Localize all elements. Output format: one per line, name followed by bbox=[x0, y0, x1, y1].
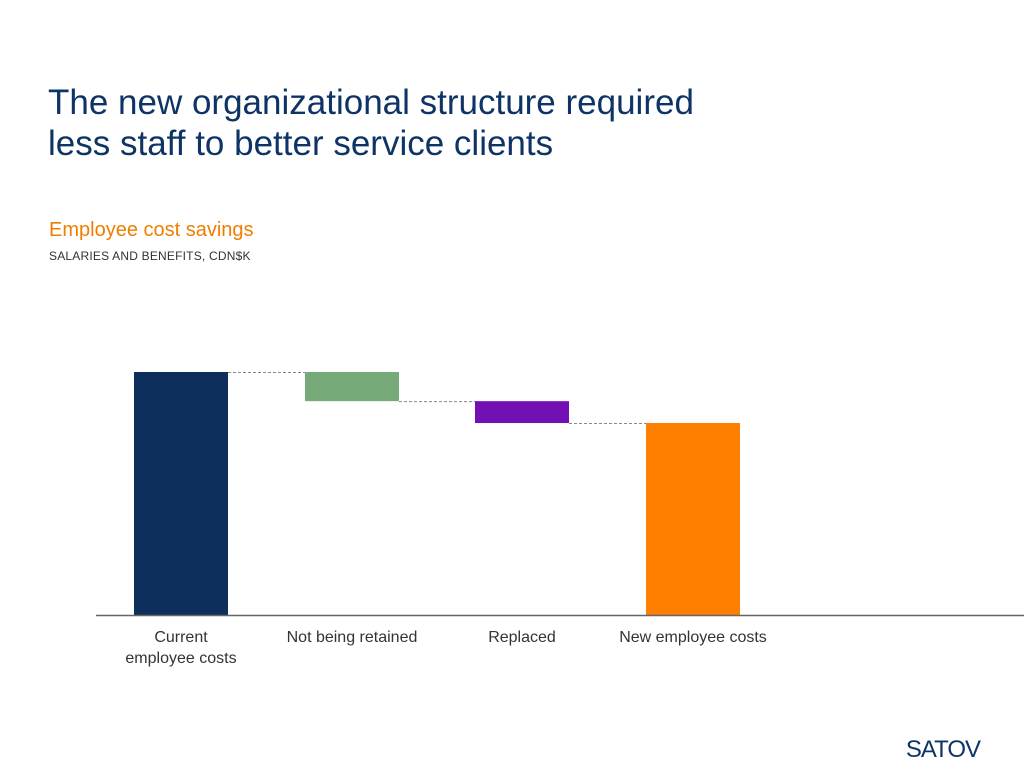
category-label-4: New employee costs bbox=[619, 629, 767, 646]
chart-units-label: SALARIES AND BENEFITS, CDN$K bbox=[49, 249, 251, 263]
waterfall-bar-4 bbox=[646, 423, 740, 615]
waterfall-bar-2 bbox=[305, 372, 399, 402]
slide-title-line-2: less staff to better service clients bbox=[48, 124, 554, 163]
slide-title: The new organizational structure require… bbox=[48, 82, 868, 164]
category-label-1: Current employee costs bbox=[125, 629, 237, 667]
brand-logo: SATOV bbox=[905, 736, 981, 763]
category-label-3: Replaced bbox=[488, 629, 556, 646]
waterfall-bar-3 bbox=[475, 401, 569, 424]
slide-title-line-1: The new organizational structure require… bbox=[48, 83, 694, 122]
chart-subtitle: Employee cost savings bbox=[49, 219, 254, 241]
category-label-2: Not being retained bbox=[286, 629, 418, 646]
waterfall-bar-1 bbox=[134, 372, 228, 615]
